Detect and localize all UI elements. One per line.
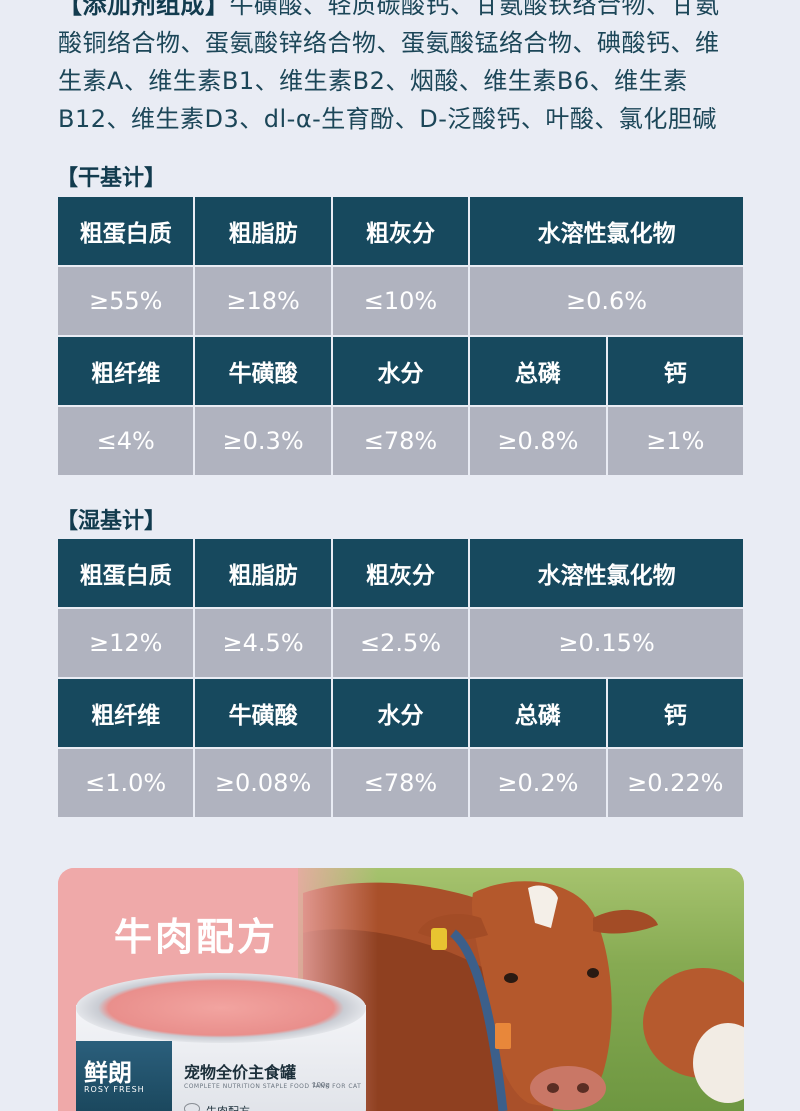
ingredients-line-1: 【添加剂组成】牛磺酸、轻质碳酸钙、甘氨酸铁络合物、甘氨 [58, 0, 758, 24]
dry-value-crude-fat: ≥18% [195, 267, 331, 335]
wet-value-crude-fiber: ≤1.0% [58, 749, 194, 817]
dry-header-crude-fat: 粗脂肪 [195, 197, 331, 265]
wet-header-crude-fat: 粗脂肪 [195, 539, 331, 607]
dry-value-taurine: ≥0.3% [195, 407, 331, 475]
wet-header-crude-protein: 粗蛋白质 [58, 539, 194, 607]
wet-value-calcium: ≥0.22% [607, 749, 743, 817]
ingredients-line-4: B12、维生素D3、dl-α-生育酚、D-泛酸钙、叶酸、氯化胆碱 [58, 105, 717, 133]
dry-value-crude-fiber: ≤4% [58, 407, 194, 475]
dry-value-phosphorus: ≥0.8% [470, 407, 606, 475]
wet-value-crude-ash: ≤2.5% [332, 609, 469, 677]
ingredients-line-1-rest: 牛磺酸、轻质碳酸钙、甘氨酸铁络合物、甘氨 [229, 0, 720, 19]
can-flavor-label: 牛肉配方 [206, 1103, 250, 1111]
ingredients-line-2: 酸铜络合物、蛋氨酸锌络合物、蛋氨酸锰络合物、碘酸钙、维 [58, 29, 720, 57]
dry-header-crude-ash: 粗灰分 [332, 197, 469, 265]
dry-header-moisture: 水分 [332, 337, 469, 405]
can-lid [76, 973, 366, 1043]
wet-basis-title: 【湿基计】 [56, 509, 167, 534]
can-brand-band: 鲜朗 ROSY FRESH [76, 1041, 172, 1111]
beef-recipe-banner: 牛肉配方 鲜朗 ROSY FRESH 宠物全价主食罐 COMPLETE NUTR… [58, 868, 744, 1111]
wet-value-chloride: ≥0.15% [470, 609, 743, 677]
dry-basis-title: 【干基计】 [56, 166, 167, 191]
can-net-weight: 100g [312, 1081, 330, 1089]
dry-header-taurine: 牛磺酸 [195, 337, 331, 405]
wet-value-crude-protein: ≥12% [58, 609, 194, 677]
can-product-name: 宠物全价主食罐 [184, 1063, 297, 1082]
wet-header-crude-ash: 粗灰分 [332, 539, 469, 607]
ingredients-line-3: 生素A、维生素B1、维生素B2、烟酸、维生素B6、维生素 [58, 67, 688, 95]
wet-value-phosphorus: ≥0.2% [470, 749, 606, 817]
wet-value-crude-fat: ≥4.5% [195, 609, 331, 677]
wet-header-calcium: 钙 [607, 679, 743, 747]
dry-value-crude-protein: ≥55% [58, 267, 194, 335]
pet-food-can: 鲜朗 ROSY FRESH 宠物全价主食罐 COMPLETE NUTRITION… [76, 973, 366, 1111]
wet-header-crude-fiber: 粗纤维 [58, 679, 194, 747]
ingredients-label: 【添加剂组成】 [58, 0, 230, 19]
dry-value-chloride: ≥0.6% [470, 267, 743, 335]
wet-basis-table: 粗蛋白质 粗脂肪 粗灰分 水溶性氯化物 ≥12% ≥4.5% ≤2.5% ≥0.… [58, 539, 743, 819]
can-product-subtext: COMPLETE NUTRITION STAPLE FOOD TANK FOR … [184, 1083, 362, 1090]
wet-header-phosphorus: 总磷 [470, 679, 606, 747]
beef-recipe-title: 牛肉配方 [114, 915, 279, 959]
brand-logo: 鲜朗 [84, 1059, 132, 1087]
brand-logo-subtitle: ROSY FRESH [84, 1085, 145, 1094]
dry-value-calcium: ≥1% [607, 407, 743, 475]
dry-value-crude-ash: ≤10% [332, 267, 469, 335]
dry-header-chloride: 水溶性氯化物 [470, 197, 743, 265]
dry-basis-table: 粗蛋白质 粗脂肪 粗灰分 水溶性氯化物 ≥55% ≥18% ≤10% ≥0.6%… [58, 197, 743, 477]
meat-icon [184, 1103, 200, 1111]
wet-header-moisture: 水分 [332, 679, 469, 747]
dry-header-crude-fiber: 粗纤维 [58, 337, 194, 405]
wet-value-moisture: ≤78% [332, 749, 469, 817]
dry-header-phosphorus: 总磷 [470, 337, 606, 405]
ingredients-text: 【添加剂组成】牛磺酸、轻质碳酸钙、甘氨酸铁络合物、甘氨 酸铜络合物、蛋氨酸锌络合… [58, 0, 758, 138]
wet-value-taurine: ≥0.08% [195, 749, 331, 817]
wet-header-chloride: 水溶性氯化物 [470, 539, 743, 607]
wet-header-taurine: 牛磺酸 [195, 679, 331, 747]
dry-header-calcium: 钙 [607, 337, 743, 405]
dry-header-crude-protein: 粗蛋白质 [58, 197, 194, 265]
dry-value-moisture: ≤78% [332, 407, 469, 475]
